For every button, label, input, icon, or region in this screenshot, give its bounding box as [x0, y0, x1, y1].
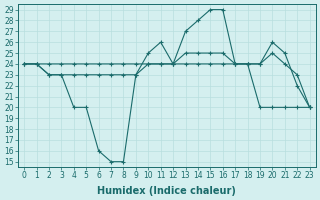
X-axis label: Humidex (Indice chaleur): Humidex (Indice chaleur): [98, 186, 236, 196]
